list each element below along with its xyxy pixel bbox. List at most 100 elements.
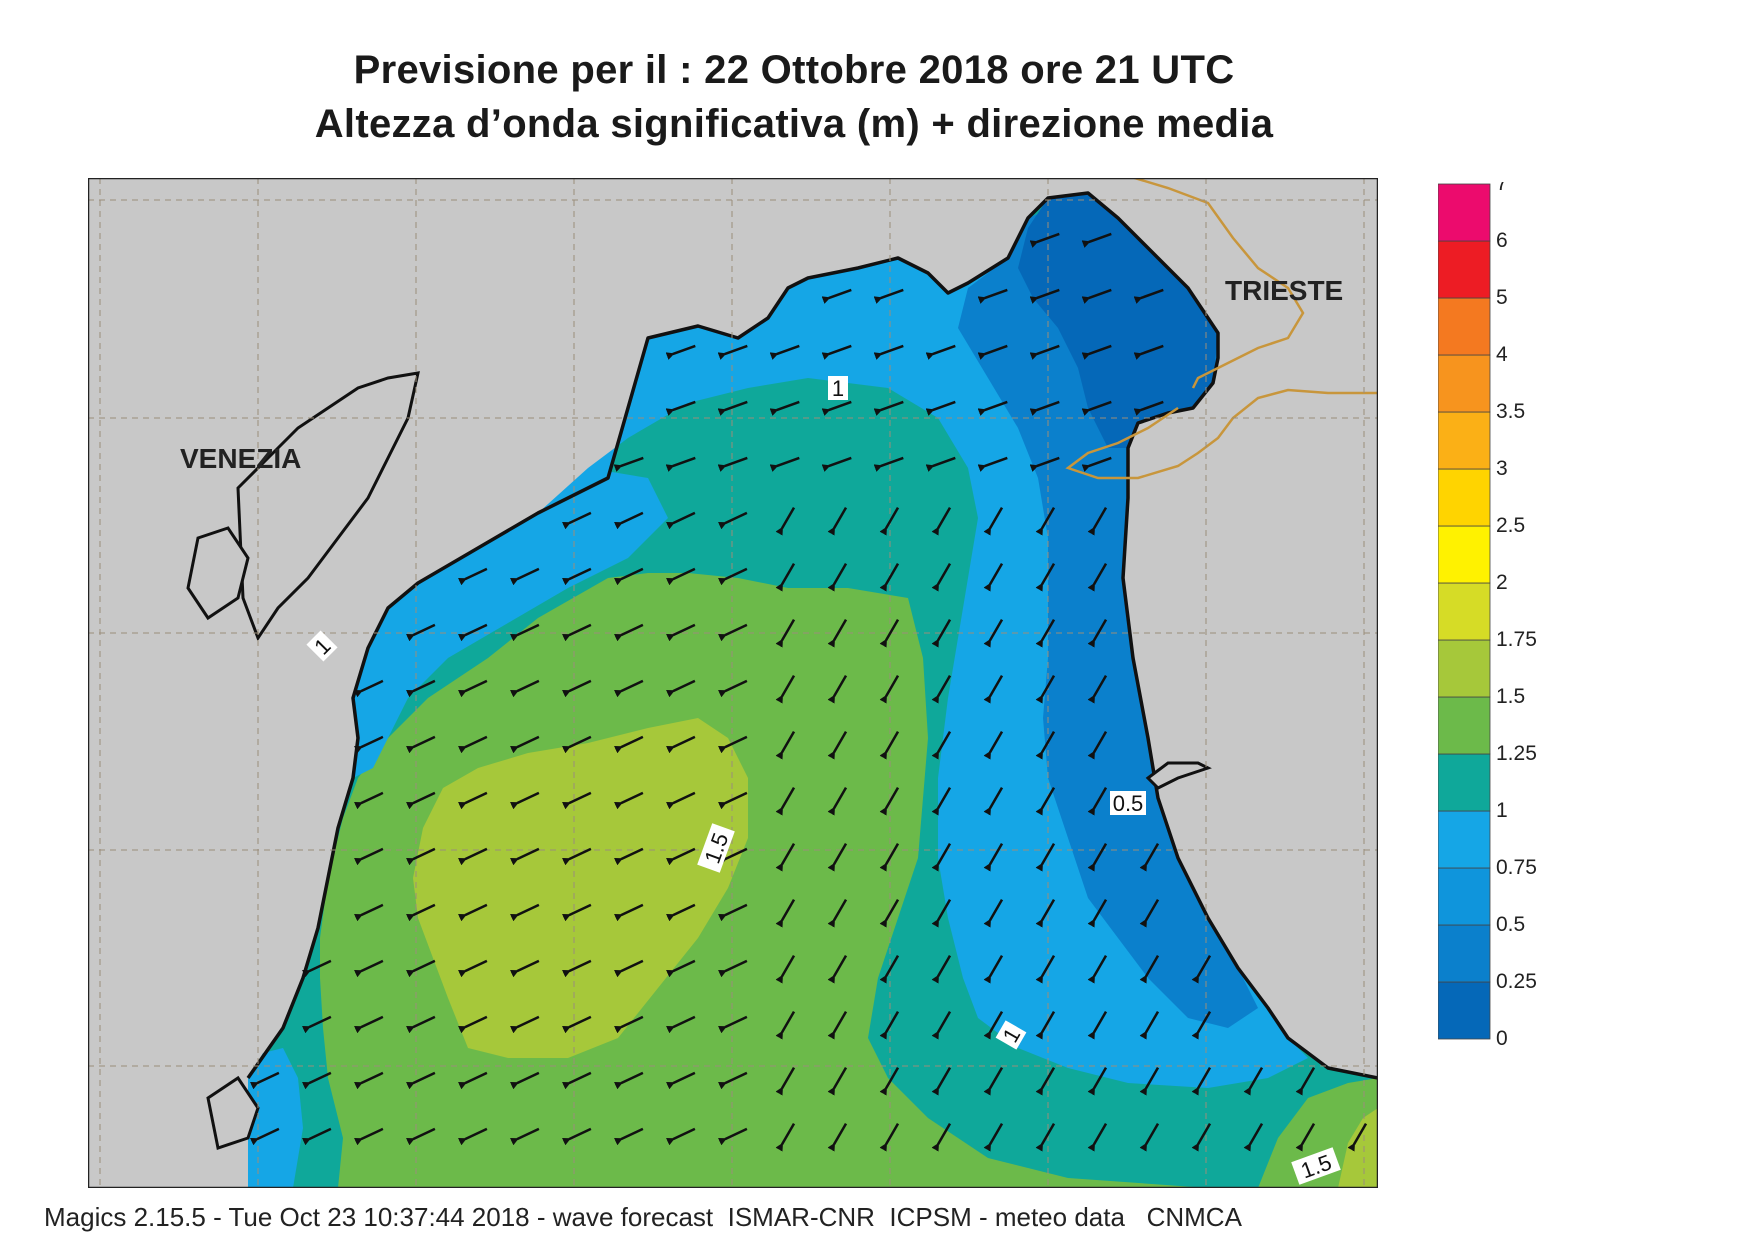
wave-arrow xyxy=(561,791,592,810)
wave-arrow xyxy=(1035,1122,1056,1152)
wave-arrow xyxy=(509,735,540,754)
wave-arrow xyxy=(775,674,796,704)
wave-arrow xyxy=(1029,456,1060,472)
wave-arrow xyxy=(457,791,488,810)
wave-arrow xyxy=(983,674,1004,704)
legend-swatch xyxy=(1438,354,1491,413)
wave-arrow xyxy=(1035,786,1056,816)
wave-arrow xyxy=(665,1071,696,1090)
wave-arrow xyxy=(613,511,644,530)
wave-arrow xyxy=(405,623,436,642)
wave-arrow xyxy=(1029,400,1060,416)
wave-arrow xyxy=(717,623,748,642)
wave-arrow xyxy=(1243,1122,1264,1152)
wave-arrow xyxy=(983,786,1004,816)
wave-arrow xyxy=(879,842,900,872)
wave-arrow xyxy=(873,288,904,304)
wave-arrow xyxy=(775,786,796,816)
wave-arrow xyxy=(931,730,952,760)
wave-arrow xyxy=(1133,344,1164,360)
wave-arrow xyxy=(405,791,436,810)
wave-arrow xyxy=(1035,898,1056,928)
wave-arrow xyxy=(879,898,900,928)
wave-arrow xyxy=(561,903,592,922)
legend-tick: 7 xyxy=(1496,182,1508,195)
wave-arrow xyxy=(1087,562,1108,592)
wave-arrow xyxy=(1087,842,1108,872)
wave-arrow xyxy=(931,1122,952,1152)
wave-arrow xyxy=(613,735,644,754)
legend-tick: 1 xyxy=(1496,799,1508,822)
wave-arrow xyxy=(827,506,848,536)
wave-arrow xyxy=(665,847,696,866)
legend-swatch xyxy=(1438,639,1491,698)
wave-arrow xyxy=(827,1122,848,1152)
wave-arrow xyxy=(353,791,384,810)
wave-arrow xyxy=(1139,842,1160,872)
legend-swatch xyxy=(1438,753,1491,812)
wave-arrow xyxy=(775,1010,796,1040)
wave-arrow xyxy=(879,618,900,648)
legend-tick: 3.5 xyxy=(1496,400,1525,423)
wave-arrow xyxy=(509,847,540,866)
wave-arrow xyxy=(931,842,952,872)
contour-label: 0.5 xyxy=(1110,791,1146,816)
wave-arrow xyxy=(665,903,696,922)
grid xyxy=(88,178,1378,1188)
legend-tick: 0 xyxy=(1496,1027,1508,1050)
wave-arrow xyxy=(931,674,952,704)
wave-direction-arrows xyxy=(249,232,1368,1152)
map-title: Previsione per il : 22 Ottobre 2018 ore … xyxy=(353,48,1235,92)
wave-arrow xyxy=(665,1127,696,1146)
wave-arrow xyxy=(775,898,796,928)
wave-arrow xyxy=(717,791,748,810)
wave-arrow xyxy=(613,679,644,698)
wave-arrow xyxy=(457,903,488,922)
wave-arrow xyxy=(769,400,800,416)
wave-arrow xyxy=(665,567,696,586)
wave-arrow xyxy=(561,679,592,698)
legend-swatch xyxy=(1438,240,1491,299)
wave-arrow xyxy=(457,679,488,698)
wave-arrow xyxy=(775,730,796,760)
legend-swatch xyxy=(1438,981,1491,1040)
wave-arrow xyxy=(717,735,748,754)
wave-arrow xyxy=(301,959,332,978)
wave-arrow xyxy=(925,456,956,472)
wave-arrow xyxy=(561,567,592,586)
wave-arrow xyxy=(665,344,696,360)
wave-arrow xyxy=(931,562,952,592)
wave-arrow xyxy=(827,898,848,928)
wave-arrow xyxy=(353,959,384,978)
wave-arrow xyxy=(717,400,748,416)
wave-arrow xyxy=(405,1127,436,1146)
wave-arrow xyxy=(1087,730,1108,760)
wave-arrow xyxy=(769,456,800,472)
legend-swatch xyxy=(1438,468,1491,527)
wave-arrow xyxy=(405,959,436,978)
wave-arrow xyxy=(1139,954,1160,984)
wave-arrow xyxy=(1087,1122,1108,1152)
wave-arrow xyxy=(249,1071,280,1090)
wave-arrow xyxy=(925,344,956,360)
wave-arrow xyxy=(879,786,900,816)
legend-tick: 2 xyxy=(1496,571,1508,594)
wave-arrow xyxy=(717,1015,748,1034)
legend-tick: 0.5 xyxy=(1496,913,1525,936)
wave-arrow xyxy=(1139,1122,1160,1152)
wave-arrow xyxy=(1035,842,1056,872)
zone-1-5-corner xyxy=(1338,1108,1378,1188)
zone-0-25 xyxy=(1018,193,1218,448)
wave-arrow xyxy=(1035,562,1056,592)
wave-arrow xyxy=(1191,954,1212,984)
wave-arrow xyxy=(879,1010,900,1040)
wave-arrow xyxy=(931,1066,952,1096)
svg-text:1: 1 xyxy=(832,376,844,401)
wave-arrow xyxy=(665,400,696,416)
wave-arrow xyxy=(509,567,540,586)
wave-arrow xyxy=(665,679,696,698)
wave-arrow xyxy=(977,456,1008,472)
svg-text:0.5: 0.5 xyxy=(1113,791,1144,816)
wave-arrow xyxy=(717,903,748,922)
wave-arrow xyxy=(509,959,540,978)
